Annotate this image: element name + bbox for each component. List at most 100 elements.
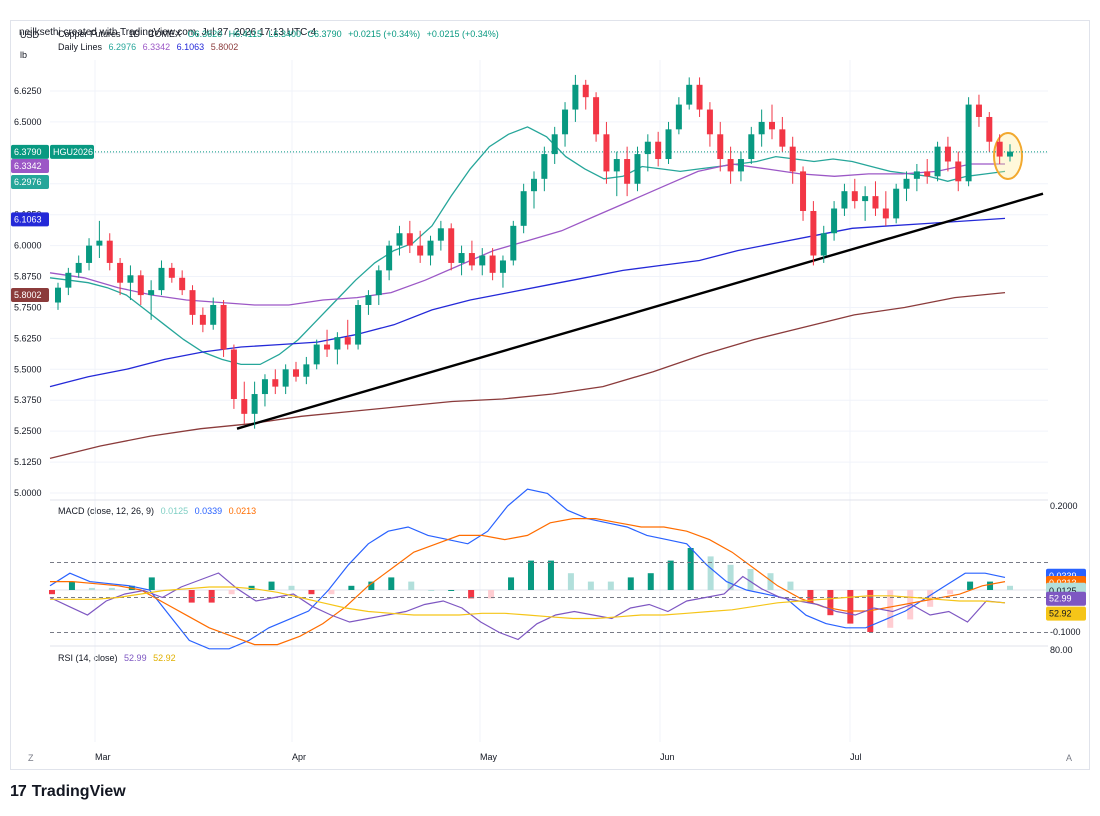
candle-up	[86, 245, 93, 263]
candle-up	[913, 171, 920, 179]
signal-line	[50, 517, 1006, 646]
candle-down	[696, 84, 703, 110]
candle-up	[1007, 151, 1013, 157]
macd-histogram-bar	[528, 560, 534, 590]
chart-container[interactable]: neilksethi created with TradingView.com,…	[10, 20, 1090, 770]
macd-histogram-bar	[248, 585, 255, 590]
time-axis-label: May	[480, 752, 498, 762]
macd-histogram-bar	[348, 585, 355, 590]
candle-down	[241, 398, 248, 414]
rsi-legend[interactable]: RSI (14, close) 52.99 52.92	[58, 653, 180, 663]
currency-label[interactable]: USD	[20, 30, 40, 40]
unit-label[interactable]: lb	[20, 50, 28, 60]
macd-histogram-bar	[707, 556, 714, 590]
candle-up	[437, 228, 444, 241]
macd-histogram-bar	[408, 581, 415, 590]
ma-legend[interactable]: Daily Lines 6.2976 6.3342 6.1063 5.8002	[58, 42, 242, 52]
ma-legend-value: 6.2976	[108, 42, 137, 52]
candle-down	[137, 275, 144, 296]
candle-down	[810, 210, 817, 256]
candle-up	[665, 129, 672, 160]
candle-down	[272, 379, 279, 387]
rsi-badge: 52.99	[1049, 594, 1072, 604]
macd-histogram-bar	[847, 590, 854, 624]
candle-down	[179, 277, 186, 291]
candle-down	[706, 109, 713, 135]
rsi-title: RSI (14, close)	[58, 653, 118, 663]
hist-badge: 0.0125	[1049, 586, 1077, 596]
legend-change-2: +0.0215 (+0.34%)	[426, 29, 499, 39]
macd-histogram-bar	[947, 590, 954, 595]
rsi-ma-badge-bg	[1046, 606, 1086, 621]
corner-a-label: A	[1066, 753, 1072, 763]
macd-histogram-bar	[807, 590, 814, 603]
macd-histogram-bar	[767, 573, 774, 590]
rsi-legend-value: 52.92	[153, 653, 176, 663]
candle-up	[758, 121, 765, 135]
macd-histogram-bar	[108, 587, 115, 590]
macd-histogram-bar	[967, 581, 974, 590]
price-axis-label: 5.0000	[14, 488, 42, 498]
candle-up	[396, 233, 403, 246]
candle-up	[334, 337, 341, 350]
macd-legend[interactable]: MACD (close, 12, 26, 9) 0.0125 0.0339 0.…	[58, 506, 260, 516]
candle-up	[820, 233, 827, 256]
macd-histogram-bar	[308, 590, 315, 595]
time-axis-label: Mar	[95, 752, 111, 762]
macd-title: MACD (close, 12, 26, 9)	[58, 506, 155, 516]
ma100-badge-bg	[11, 212, 49, 227]
ma-legend-value: 6.3342	[142, 42, 171, 52]
candle-up	[251, 394, 258, 414]
macd-histogram-bar	[388, 577, 395, 590]
rsi-axis-label: 80.00	[1050, 645, 1073, 655]
candle-up	[862, 196, 869, 202]
macd-histogram-bar	[787, 581, 794, 590]
macd-legend-value: 0.0213	[228, 506, 257, 516]
candle-down	[955, 161, 962, 182]
chart-svg[interactable]: 6.62506.50006.37506.25006.12506.00005.87…	[0, 0, 1100, 770]
macd-histogram-bar	[288, 585, 295, 590]
candle-up	[748, 134, 755, 160]
macd-histogram-bar	[687, 548, 694, 590]
candle-up	[127, 275, 134, 283]
macd-line	[49, 488, 1006, 650]
price-axis-label: 5.5000	[14, 364, 42, 374]
candle-up	[541, 154, 548, 179]
price-axis-label: 5.3750	[14, 395, 42, 405]
ma50-badge: 6.3342	[14, 161, 42, 171]
macd-histogram-bar	[368, 581, 375, 590]
macd-histogram-bar	[987, 581, 994, 590]
rsi-ma-badge: 52.92	[1049, 609, 1072, 619]
contract-badge: HGU2026	[53, 147, 93, 157]
price-axis-label: 5.6250	[14, 333, 42, 343]
candle-down	[406, 233, 413, 246]
macd-histogram-bar	[428, 590, 435, 591]
candle-up	[303, 364, 310, 377]
macd-histogram-bar	[448, 590, 455, 591]
ma50-badge-bg	[11, 158, 49, 173]
rsi-badge-bg	[1046, 591, 1086, 606]
price-axis-label: 5.7500	[14, 302, 42, 312]
candle-up	[427, 240, 434, 256]
candle-up	[613, 159, 620, 172]
ma200-badge-bg	[11, 288, 49, 303]
candle-up	[96, 240, 103, 246]
ma200-badge: 5.8002	[14, 290, 42, 300]
chart-credit: neilksethi created with TradingView.com,…	[19, 27, 317, 38]
candle-down	[872, 196, 879, 209]
candle-down	[448, 228, 455, 263]
symbol-legend[interactable]: Copper Futures · 1D · COMEX O6.3620 H6.4…	[58, 29, 503, 39]
candle-up	[686, 84, 693, 105]
macd-histogram-bar	[268, 581, 275, 590]
candle-up	[148, 290, 155, 296]
macd-histogram-bar	[607, 581, 614, 590]
macd-histogram-bar	[627, 577, 634, 590]
candle-up	[375, 270, 382, 296]
macd-axis-label: 0.2000	[1050, 501, 1078, 511]
candle-down	[324, 344, 331, 350]
candle-down	[986, 116, 993, 142]
macd-histogram-bar	[49, 590, 55, 595]
macd-histogram-bar	[647, 573, 654, 590]
tradingview-brand[interactable]: 17 TradingView	[10, 783, 126, 801]
macd-histogram-bar	[188, 590, 195, 603]
